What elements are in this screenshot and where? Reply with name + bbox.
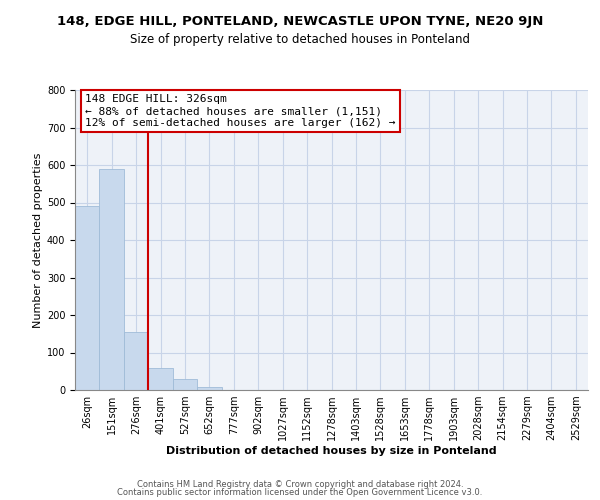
Text: 148, EDGE HILL, PONTELAND, NEWCASTLE UPON TYNE, NE20 9JN: 148, EDGE HILL, PONTELAND, NEWCASTLE UPO…: [57, 15, 543, 28]
Bar: [197, 387, 221, 390]
Text: Size of property relative to detached houses in Ponteland: Size of property relative to detached ho…: [130, 32, 470, 46]
Text: Contains public sector information licensed under the Open Government Licence v3: Contains public sector information licen…: [118, 488, 482, 497]
Y-axis label: Number of detached properties: Number of detached properties: [32, 152, 43, 328]
X-axis label: Distribution of detached houses by size in Ponteland: Distribution of detached houses by size …: [166, 446, 497, 456]
Bar: [173, 379, 197, 390]
Bar: [124, 332, 148, 390]
Text: Contains HM Land Registry data © Crown copyright and database right 2024.: Contains HM Land Registry data © Crown c…: [137, 480, 463, 489]
Bar: [148, 368, 173, 390]
Bar: [75, 206, 100, 390]
Bar: [100, 169, 124, 390]
Text: 148 EDGE HILL: 326sqm
← 88% of detached houses are smaller (1,151)
12% of semi-d: 148 EDGE HILL: 326sqm ← 88% of detached …: [85, 94, 396, 128]
